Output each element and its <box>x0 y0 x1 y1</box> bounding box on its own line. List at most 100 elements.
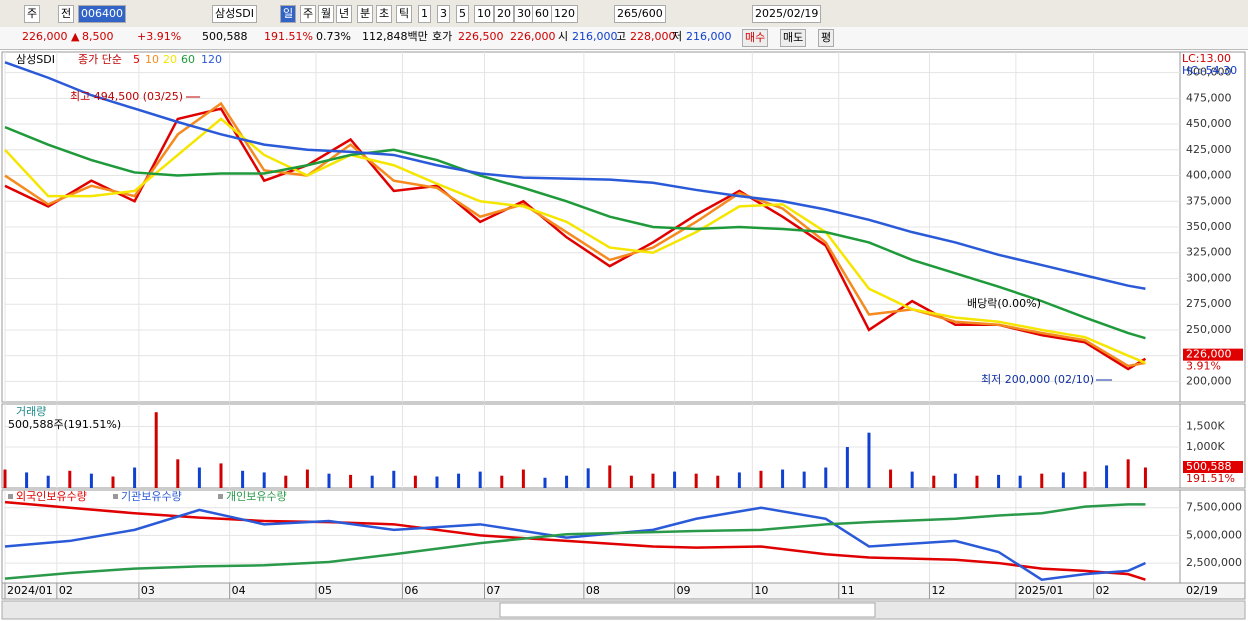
toolbar-item[interactable]: 006400 <box>78 5 126 23</box>
volume-bar <box>3 469 7 488</box>
series-line <box>4 506 1146 581</box>
toolbar-item[interactable]: 전 <box>58 5 75 23</box>
info-item: 226,500 <box>458 30 504 43</box>
volume-bar <box>802 471 806 488</box>
toolbar-item[interactable]: 60 <box>532 5 552 23</box>
volume-bar <box>1105 465 1109 488</box>
x-tick-label: 05 <box>318 584 332 597</box>
x-axis-bg <box>1 582 1246 600</box>
toolbar-item[interactable]: 주 <box>300 5 317 23</box>
annotation: 최저 200,000 (02/10) <box>981 373 1094 386</box>
toolbar-item[interactable]: 삼성SDI <box>212 5 257 23</box>
info-item: 0.73% <box>316 30 351 43</box>
chart-title: 삼성SDI <box>16 53 55 66</box>
x-tick-label: 08 <box>586 584 600 597</box>
annotation: 배당락(0.00%) <box>967 297 1041 310</box>
toolbar-item[interactable]: 3 <box>437 5 450 23</box>
info-item: 500,588 <box>202 30 248 43</box>
legend-entry: 10 <box>145 53 159 66</box>
legend-entry: 60 <box>181 53 195 66</box>
volume-bar <box>910 471 914 488</box>
y-tick-label: 450,000 <box>1186 117 1232 130</box>
side-label: HC:-54.30 <box>1182 64 1237 77</box>
volume-bar <box>89 473 93 488</box>
legend-label: 종가 단순 <box>78 53 122 66</box>
toolbar-item[interactable]: 20 <box>494 5 514 23</box>
panel-title: 거래량 <box>16 405 46 418</box>
volume-bar <box>457 473 461 488</box>
info-item: +3.91% <box>137 30 182 43</box>
series-line <box>4 107 1147 371</box>
y-tick-label: 7,500,000 <box>1186 501 1242 514</box>
y-tick-label: 1,000K <box>1186 440 1225 453</box>
toolbar-item[interactable]: 틱 <box>396 5 413 23</box>
volume-bar <box>435 476 439 488</box>
series-line <box>4 500 1146 581</box>
toolbar-item[interactable]: 265/600 <box>614 5 666 23</box>
y-tick-label: 250,000 <box>1186 323 1232 336</box>
side-label: LC:13.00 <box>1182 52 1231 65</box>
toolbar-item[interactable]: 1 <box>418 5 431 23</box>
volume-bar <box>716 475 720 488</box>
x-tick-label: 07 <box>487 584 501 597</box>
volume-bar <box>111 476 115 488</box>
x-end-label: 02/19 <box>1186 584 1218 597</box>
toolbar-item[interactable]: 10 <box>474 5 494 23</box>
y-tick-label: 300,000 <box>1186 271 1232 284</box>
info-item[interactable]: 매수 <box>742 29 769 47</box>
toolbar-item[interactable]: 월 <box>318 5 335 23</box>
volume-bar <box>176 459 180 488</box>
y-tick-label: 475,000 <box>1186 91 1232 104</box>
volume-bar <box>608 465 612 488</box>
toolbar-item[interactable]: 일 <box>280 5 297 23</box>
volume-bar <box>370 475 374 488</box>
volume-bar <box>500 475 504 488</box>
toolbar-item[interactable]: 5 <box>456 5 469 23</box>
info-item[interactable]: 매도 <box>780 29 807 47</box>
y-tick-label: 200,000 <box>1186 374 1232 387</box>
change-label: 191.51% <box>1186 472 1235 485</box>
legend-entry: 외국인보유수량 <box>16 490 87 503</box>
legend-entry: 5 <box>133 53 140 66</box>
volume-bar <box>673 471 677 488</box>
toolbar-item[interactable]: 주 <box>24 5 41 23</box>
info-item[interactable]: 평 <box>818 29 835 47</box>
volume-bar <box>997 474 1001 488</box>
toolbar-item[interactable]: 2025/02/19 <box>752 5 822 23</box>
volume-bar <box>46 475 50 488</box>
toolbar-item[interactable]: 초 <box>376 5 393 23</box>
volume-bar <box>68 470 72 488</box>
x-tick-label: 2025/01 <box>1018 584 1064 597</box>
legend-swatch <box>113 494 118 499</box>
toolbar-item[interactable]: 30 <box>514 5 534 23</box>
chart-area: 200,000225,000250,000275,000300,000325,0… <box>0 50 1248 621</box>
volume-bar <box>759 470 763 488</box>
volume-bar <box>845 447 849 488</box>
x-tick-label: 09 <box>677 584 691 597</box>
series-line <box>4 101 1146 368</box>
volume-bar <box>824 467 828 488</box>
toolbar-item[interactable]: 년 <box>336 5 353 23</box>
volume-bar <box>521 469 525 488</box>
info-item: 8,500 <box>82 30 114 43</box>
panel-frame <box>1 51 1246 403</box>
info-item: 고 <box>616 30 627 43</box>
info-item: 호가 <box>432 30 453 43</box>
y-tick-label: 350,000 <box>1186 220 1232 233</box>
toolbar-item[interactable]: 120 <box>551 5 578 23</box>
volume-bar <box>1018 475 1022 488</box>
x-tick-label: 10 <box>754 584 768 597</box>
info-item: 216,000 <box>572 30 618 43</box>
volume-bar <box>867 432 871 488</box>
info-item: 112,848백만 <box>362 30 428 43</box>
volume-bar <box>1061 472 1065 488</box>
y-tick-label: 325,000 <box>1186 246 1232 259</box>
y-tick-label: 2,500,000 <box>1186 556 1242 569</box>
toolbar-item[interactable]: 분 <box>357 5 374 23</box>
volume-bar <box>975 475 979 488</box>
info-item: 226,000 <box>510 30 556 43</box>
volume-bar <box>543 477 547 488</box>
volume-bar <box>25 472 29 488</box>
volume-bar <box>586 468 590 488</box>
